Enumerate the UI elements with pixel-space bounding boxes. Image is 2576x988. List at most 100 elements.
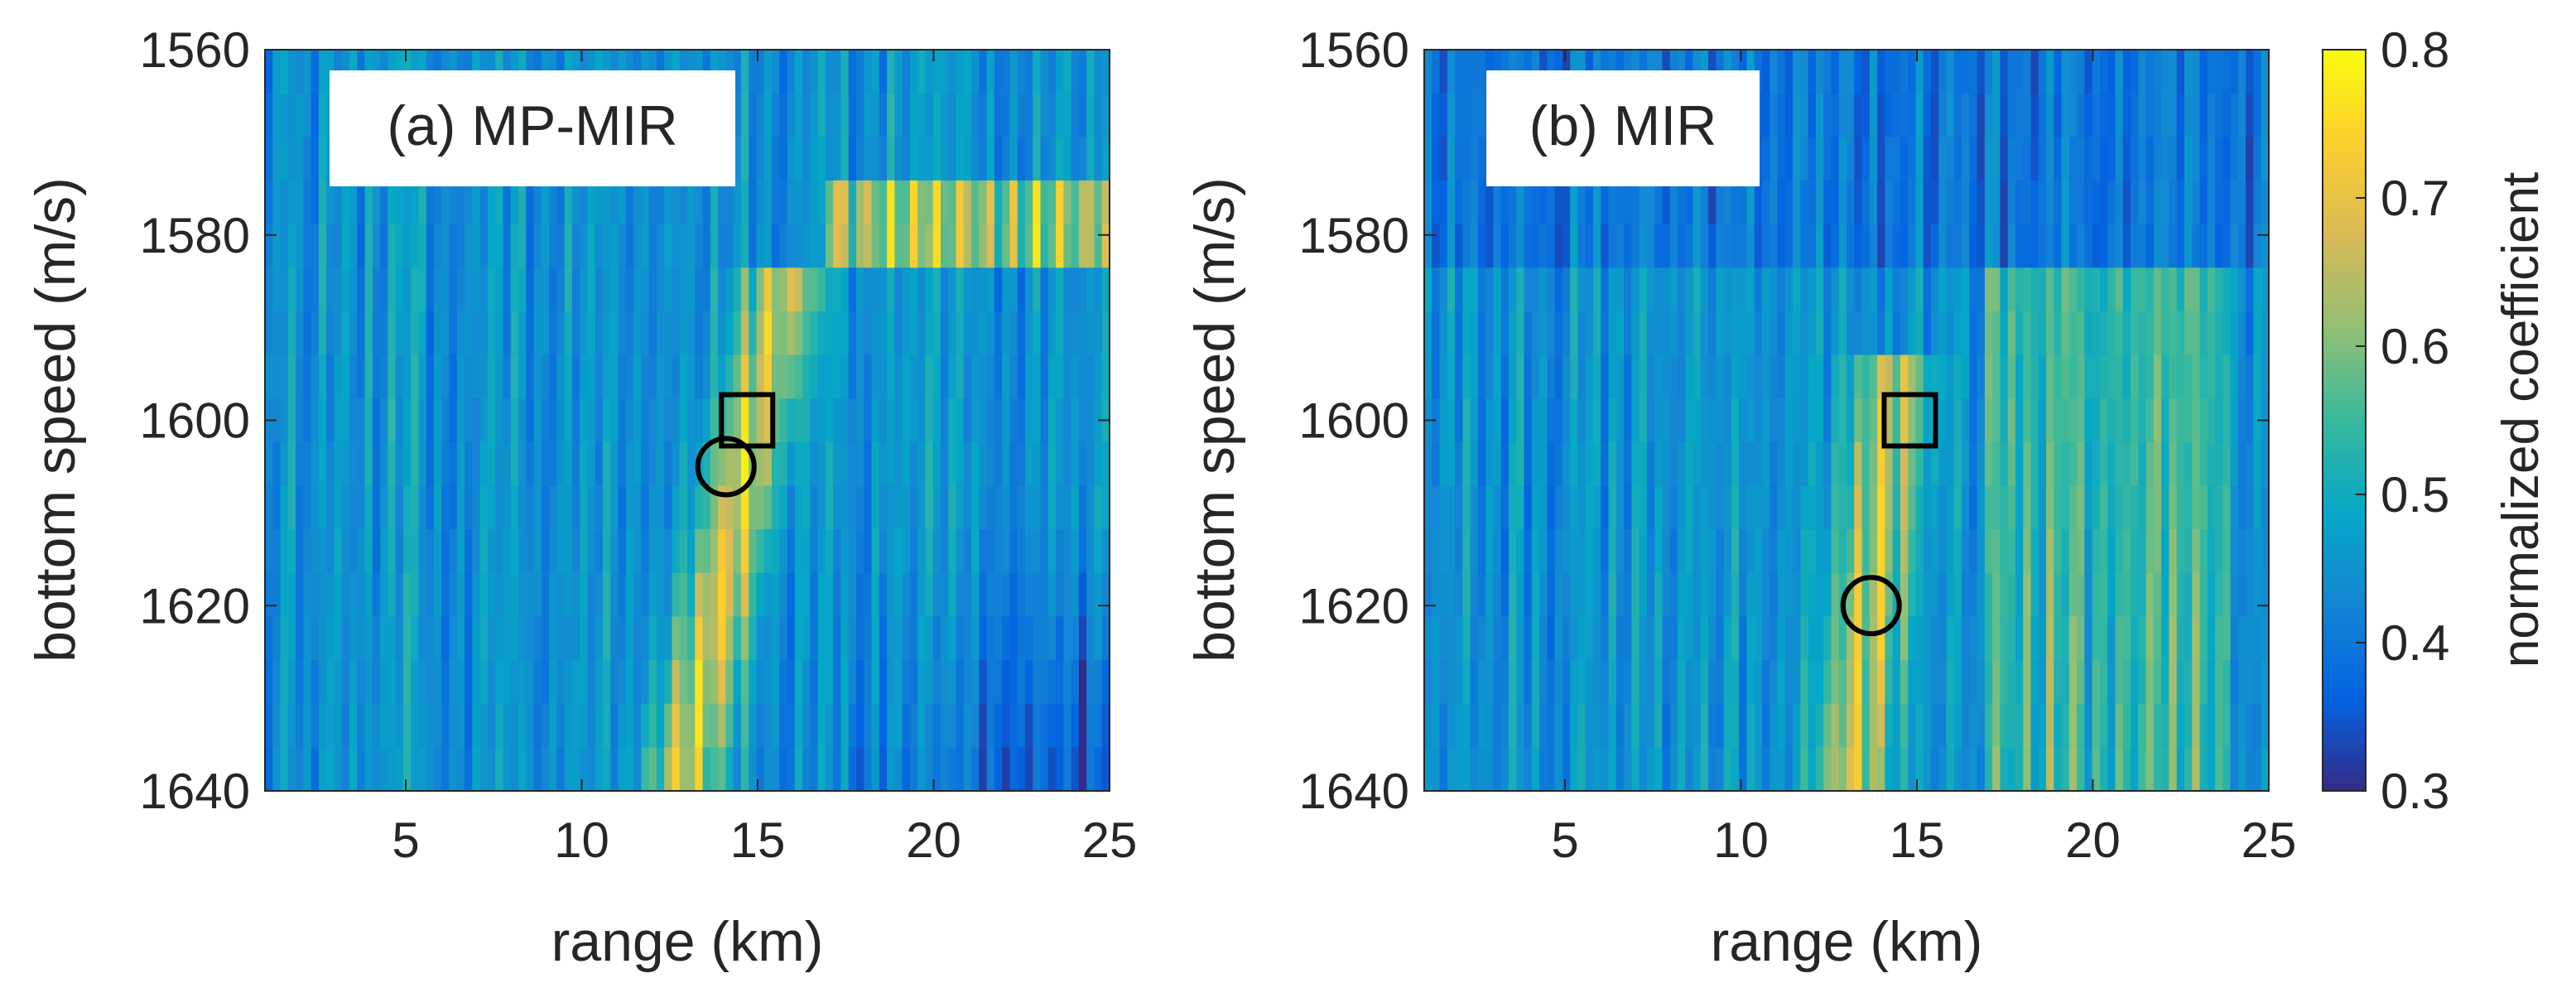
heatmap-cell xyxy=(518,354,527,399)
heatmap-cell xyxy=(756,137,765,181)
heatmap-cell xyxy=(887,616,896,661)
heatmap-cell xyxy=(2046,224,2055,269)
heatmap-cell xyxy=(1762,441,1771,487)
heatmap-cell xyxy=(817,616,826,661)
heatmap-cell xyxy=(326,572,335,618)
colorbar-swatch xyxy=(2323,212,2366,218)
heatmap-cell xyxy=(749,616,758,661)
heatmap-cell xyxy=(1554,311,1563,356)
heatmap-cell xyxy=(1769,703,1779,749)
heatmap-cell xyxy=(1056,616,1065,661)
heatmap-cell xyxy=(772,485,781,530)
heatmap-cell xyxy=(2207,267,2216,312)
heatmap-cell xyxy=(1432,311,1441,356)
heatmap-cell xyxy=(1078,398,1087,443)
markers-b xyxy=(1840,392,1938,637)
heatmap-cell xyxy=(1869,50,1878,94)
heatmap-cell xyxy=(510,441,519,487)
heatmap-cell xyxy=(1938,354,1948,399)
heatmap-cell xyxy=(725,703,734,749)
heatmap-cell xyxy=(2023,485,2032,530)
heatmap-cell xyxy=(941,311,950,356)
colorbar-swatch xyxy=(2323,657,2366,663)
heatmap-cell xyxy=(2222,398,2232,443)
heatmap-cell xyxy=(1946,267,1955,312)
heatmap-cell xyxy=(2176,529,2185,574)
heatmap-cell xyxy=(1739,441,1748,487)
heatmap-cell xyxy=(1931,485,1940,530)
heatmap-cell xyxy=(2169,93,2178,138)
heatmap-cell xyxy=(1899,398,1909,443)
heatmap-cell xyxy=(2092,616,2101,661)
heatmap-cell xyxy=(1531,354,1540,399)
heatmap-cell xyxy=(1025,398,1034,443)
heatmap-cell xyxy=(1009,180,1018,225)
heatmap-cell xyxy=(526,616,535,661)
heatmap-cell xyxy=(794,747,803,791)
heatmap-cell xyxy=(1063,485,1072,530)
heatmap-cell xyxy=(1539,572,1548,618)
heatmap-cell xyxy=(2253,747,2262,791)
colorbar-swatch xyxy=(2323,164,2366,169)
heatmap-cell xyxy=(2100,703,2109,749)
heatmap-cell xyxy=(472,180,481,225)
heatmap-cell xyxy=(1554,354,1563,399)
heatmap-cell xyxy=(311,311,320,356)
heatmap-cell xyxy=(956,137,965,181)
heatmap-cell xyxy=(296,572,305,618)
heatmap-cell xyxy=(426,398,435,443)
heatmap-cell xyxy=(1002,311,1011,356)
colorbar-swatch xyxy=(2323,727,2366,733)
heatmap-cell xyxy=(1654,354,1664,399)
heatmap-cell xyxy=(311,616,320,661)
heatmap-cell xyxy=(656,311,665,356)
heatmap-cell xyxy=(2084,529,2093,574)
heatmap-cell xyxy=(1992,93,2001,138)
heatmap-cell xyxy=(1700,616,1709,661)
heatmap-cell xyxy=(1923,616,1932,661)
heatmap-cell xyxy=(648,224,657,269)
heatmap-cell xyxy=(280,50,289,94)
heatmap-cell xyxy=(1554,747,1563,791)
heatmap-cell xyxy=(418,398,427,443)
heatmap-cell xyxy=(2153,93,2162,138)
heatmap-cell xyxy=(879,572,888,618)
colorbar-swatch xyxy=(2323,731,2366,736)
heatmap-cell xyxy=(1892,398,1901,443)
heatmap-cell xyxy=(580,311,589,356)
heatmap-cell xyxy=(672,572,681,618)
heatmap-cell xyxy=(2199,398,2208,443)
heatmap-cell xyxy=(303,311,312,356)
heatmap-cell xyxy=(426,354,435,399)
heatmap-cell xyxy=(1692,747,1702,791)
heatmap-cell xyxy=(518,660,527,705)
heatmap-cell xyxy=(1815,398,1824,443)
heatmap-cell xyxy=(318,703,327,749)
heatmap-cell xyxy=(848,137,857,181)
x-tick-label: 5 xyxy=(392,812,419,868)
heatmap-cell xyxy=(1585,354,1594,399)
heatmap-cell xyxy=(1455,137,1464,181)
heatmap-cell xyxy=(856,703,865,749)
heatmap-cell xyxy=(1646,703,1655,749)
heatmap-cell xyxy=(1793,137,1802,181)
heatmap-cell xyxy=(1685,224,1694,269)
heatmap-cell xyxy=(2222,485,2232,530)
heatmap-cell xyxy=(2261,180,2269,225)
heatmap-cell xyxy=(1854,747,1863,791)
colorbar-swatch xyxy=(2323,357,2366,362)
heatmap-cell xyxy=(994,616,1003,661)
title-box-a xyxy=(330,70,735,186)
heatmap-cell xyxy=(2184,398,2193,443)
heatmap-cell xyxy=(580,529,589,574)
y-axis-label-a: bottom speed (m/s) xyxy=(24,177,87,663)
heatmap-cell xyxy=(1708,398,1717,443)
heatmap-cell xyxy=(1477,224,1486,269)
heatmap-cell xyxy=(2000,572,2009,618)
heatmap-cell xyxy=(1716,572,1725,618)
heatmap-cell xyxy=(1885,703,1894,749)
heatmap-cell xyxy=(749,93,758,138)
heatmap-cell xyxy=(1746,747,1755,791)
heatmap-cell xyxy=(1040,267,1049,312)
heatmap-cell xyxy=(1669,224,1678,269)
